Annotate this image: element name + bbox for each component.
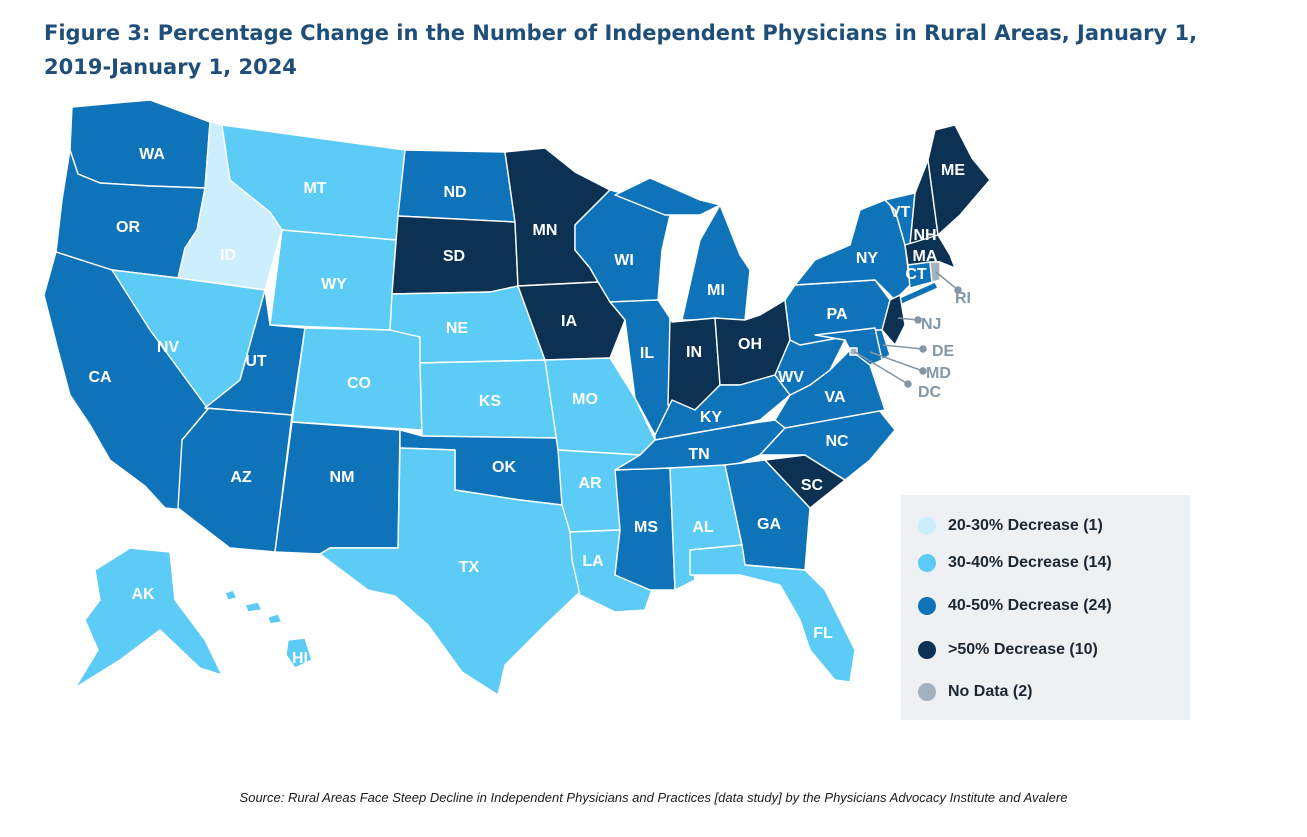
- legend-item: 20-30% Decrease (1): [918, 514, 1103, 538]
- state-label-TX: TX: [459, 559, 480, 576]
- state-label-CT: CT: [905, 266, 927, 283]
- state-label-MN: MN: [533, 222, 558, 239]
- state-label-IA: IA: [561, 313, 577, 330]
- state-label-FL: FL: [813, 625, 833, 642]
- legend-swatch: [918, 554, 936, 572]
- state-label-WI: WI: [614, 252, 634, 269]
- source-note: Source: Rural Areas Face Steep Decline i…: [239, 790, 1068, 805]
- state-label-KY: KY: [700, 409, 723, 426]
- state-label-NV: NV: [157, 339, 180, 356]
- legend-item: >50% Decrease (10): [918, 638, 1098, 662]
- state-label-UT: UT: [245, 353, 267, 370]
- state-label-CA: CA: [88, 369, 112, 386]
- state-label-NH: NH: [913, 227, 936, 244]
- legend-swatch: [918, 517, 936, 535]
- state-MD: [814, 327, 883, 366]
- legend-label: >50% Decrease (10): [948, 641, 1098, 658]
- state-label-IN: IN: [686, 344, 702, 361]
- state-HI-3: [267, 613, 283, 625]
- state-label-NM: NM: [330, 469, 355, 486]
- legend-item: 40-50% Decrease (24): [918, 594, 1112, 618]
- state-label-AL: AL: [692, 519, 714, 536]
- state-label-AZ: AZ: [230, 469, 252, 486]
- state-label-MO: MO: [572, 391, 598, 408]
- state-label-AK: AK: [131, 586, 155, 603]
- legend-item: 30-40% Decrease (14): [918, 551, 1112, 575]
- state-AZ: [177, 407, 293, 553]
- state-NJ: [881, 294, 906, 346]
- state-label-CO: CO: [347, 375, 371, 392]
- leader-dot-md: [919, 367, 927, 375]
- state-label-NJ: NJ: [921, 316, 941, 333]
- leader-line-ri: [935, 271, 959, 291]
- leader-dot-ri: [954, 286, 962, 294]
- state-label-ND: ND: [443, 184, 466, 201]
- state-label-MS: MS: [634, 519, 658, 536]
- state-label-VA: VA: [824, 389, 845, 406]
- state-label-WY: WY: [321, 276, 347, 293]
- state-RI: [929, 261, 941, 283]
- state-HI-2: [244, 601, 263, 613]
- state-label-ID: ID: [220, 247, 236, 264]
- state-TX: [319, 447, 583, 696]
- state-label-MT: MT: [303, 180, 326, 197]
- state-ME: [927, 124, 991, 236]
- state-label-SC: SC: [801, 477, 824, 494]
- state-label-OR: OR: [116, 219, 140, 236]
- state-label-OH: OH: [738, 336, 762, 353]
- state-AK: [74, 547, 223, 689]
- state-label-VT: VT: [890, 204, 911, 221]
- state-label-DC: DC: [918, 384, 942, 401]
- state-label-MA: MA: [913, 248, 938, 265]
- state-label-MI: MI: [707, 282, 725, 299]
- state-HI-4: [285, 637, 313, 669]
- leader-line-de: [882, 344, 924, 350]
- leader-dot-nj: [914, 316, 922, 324]
- legend-swatch: [918, 641, 936, 659]
- state-label-NY: NY: [856, 250, 879, 267]
- legend-label: 30-40% Decrease (14): [948, 554, 1112, 571]
- state-label-WV: WV: [778, 369, 804, 386]
- state-FL: [689, 544, 856, 683]
- state-WA: [69, 99, 211, 189]
- leader-dot-dc: [904, 380, 912, 388]
- state-label-SD: SD: [443, 248, 465, 265]
- state-label-WA: WA: [139, 146, 165, 163]
- state-MI: [681, 204, 751, 321]
- state-label-NE: NE: [446, 320, 469, 337]
- state-IA: [517, 281, 626, 361]
- state-label-LA: LA: [582, 553, 604, 570]
- state-label-DE: DE: [932, 343, 955, 360]
- leader-line-md: [869, 351, 924, 372]
- state-label-AR: AR: [578, 475, 602, 492]
- legend-swatch: [918, 683, 936, 701]
- legend-label: 40-50% Decrease (24): [948, 597, 1112, 614]
- legend-item: No Data (2): [918, 680, 1032, 704]
- legend-label: 20-30% Decrease (1): [948, 517, 1103, 534]
- state-HI-1: [224, 589, 238, 601]
- state-MI-UP: [614, 177, 721, 216]
- state-label-IL: IL: [640, 345, 654, 362]
- state-label-TN: TN: [688, 446, 709, 463]
- legend-swatch: [918, 597, 936, 615]
- figure-title: Figure 3: Percentage Change in the Numbe…: [44, 21, 1198, 79]
- legend: 20-30% Decrease (1) 30-40% Decrease (14)…: [901, 495, 1190, 720]
- state-label-OK: OK: [492, 459, 516, 476]
- leader-dot-de: [919, 345, 927, 353]
- legend-label: No Data (2): [948, 683, 1033, 700]
- state-label-ME: ME: [941, 162, 965, 179]
- state-label-RI: RI: [955, 290, 971, 307]
- state-label-KS: KS: [479, 393, 502, 410]
- leader-line-dc: [854, 351, 909, 385]
- state-label-HI: HI: [292, 650, 308, 667]
- state-label-PA: PA: [826, 306, 847, 323]
- state-NM: [274, 421, 401, 555]
- state-label-MD: MD: [926, 365, 951, 382]
- state-label-NC: NC: [825, 433, 849, 450]
- state-label-GA: GA: [757, 516, 781, 533]
- state-DC: [849, 347, 858, 356]
